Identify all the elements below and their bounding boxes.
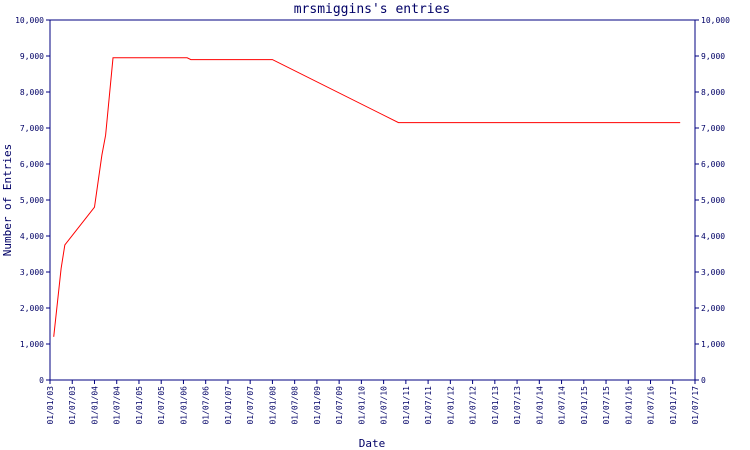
x-tick-label: 01/07/08 [291, 386, 300, 425]
y2-tick-label: 7,000 [701, 124, 725, 133]
y2-tick-label: 9,000 [701, 52, 725, 61]
y2-tick-label: 2,000 [701, 304, 725, 313]
y-tick-label: 7,000 [20, 124, 44, 133]
data-line [53, 57, 681, 337]
y-tick-label: 4,000 [20, 232, 44, 241]
y-tick-label: 10,000 [15, 16, 44, 25]
x-tick-label: 01/01/17 [669, 386, 678, 425]
x-tick-label: 01/07/09 [335, 386, 344, 425]
y-tick-label: 3,000 [20, 268, 44, 277]
x-tick-label: 01/07/03 [68, 386, 77, 425]
x-tick-label: 01/07/04 [113, 386, 122, 425]
x-tick-label: 01/01/04 [90, 386, 99, 425]
x-tick-label: 01/07/06 [202, 386, 211, 425]
x-axis-label: Date [359, 437, 386, 450]
y2-tick-label: 1,000 [701, 340, 725, 349]
y2-tick-label: 8,000 [701, 88, 725, 97]
x-tick-label: 01/07/14 [558, 386, 567, 425]
y-tick-label: 8,000 [20, 88, 44, 97]
y-tick-label: 5,000 [20, 196, 44, 205]
x-tick-label: 01/07/12 [469, 386, 478, 425]
y2-tick-label: 0 [701, 376, 706, 385]
x-tick-label: 01/01/09 [313, 386, 322, 425]
chart-title: mrsmiggins's entries [294, 2, 451, 17]
x-tick-label: 01/01/08 [268, 386, 277, 425]
x-tick-label: 01/01/06 [179, 386, 188, 425]
x-tick-label: 01/01/16 [624, 386, 633, 425]
x-tick-label: 01/01/07 [224, 386, 233, 425]
x-tick-label: 01/07/16 [647, 386, 656, 425]
y2-tick-label: 4,000 [701, 232, 725, 241]
x-tick-label: 01/01/13 [491, 386, 500, 425]
y-tick-label: 1,000 [20, 340, 44, 349]
y-tick-label: 6,000 [20, 160, 44, 169]
y2-tick-label: 6,000 [701, 160, 725, 169]
y-axis-label: Number of Entries [1, 144, 14, 257]
y-tick-label: 2,000 [20, 304, 44, 313]
y2-tick-label: 3,000 [701, 268, 725, 277]
x-tick-label: 01/07/15 [602, 386, 611, 425]
y-tick-label: 9,000 [20, 52, 44, 61]
y2-tick-label: 5,000 [701, 196, 725, 205]
x-tick-label: 01/01/15 [580, 386, 589, 425]
x-tick-label: 01/07/11 [424, 386, 433, 425]
x-tick-label: 01/01/10 [357, 386, 366, 425]
x-tick-label: 01/01/11 [402, 386, 411, 425]
x-tick-label: 01/07/17 [691, 386, 700, 425]
x-tick-label: 01/01/03 [46, 386, 55, 425]
x-tick-label: 01/07/05 [157, 386, 166, 425]
x-tick-label: 01/07/07 [246, 386, 255, 425]
y-tick-label: 0 [39, 376, 44, 385]
x-tick-label: 01/07/13 [513, 386, 522, 425]
x-tick-label: 01/01/14 [535, 386, 544, 425]
x-tick-label: 01/01/12 [446, 386, 455, 425]
x-tick-label: 01/07/10 [380, 386, 389, 425]
plot-frame [49, 19, 696, 381]
y2-tick-label: 10,000 [701, 16, 730, 25]
x-tick-label: 01/01/05 [135, 386, 144, 425]
